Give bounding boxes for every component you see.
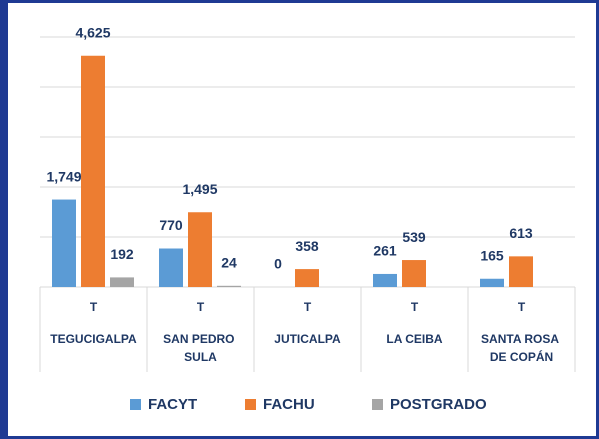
data-label: 539 bbox=[402, 229, 426, 245]
x-tick-label: LA CEIBA bbox=[386, 332, 443, 346]
data-label: 192 bbox=[110, 246, 134, 262]
category-header: T bbox=[197, 300, 205, 314]
category-header: T bbox=[411, 300, 419, 314]
legend-label: FACHU bbox=[263, 396, 315, 413]
data-label: 1,749 bbox=[46, 168, 81, 184]
bar bbox=[295, 269, 319, 287]
category-header: T bbox=[90, 300, 98, 314]
bar bbox=[81, 55, 105, 287]
bar bbox=[509, 256, 533, 287]
bar bbox=[373, 273, 397, 287]
bar bbox=[110, 277, 134, 287]
legend-swatch bbox=[130, 399, 141, 410]
x-tick-label: SAN PEDRO SULA bbox=[163, 332, 238, 364]
data-label: 261 bbox=[373, 243, 397, 259]
legend-label: FACYT bbox=[148, 396, 197, 413]
bar bbox=[159, 248, 183, 287]
data-label: 358 bbox=[295, 238, 319, 254]
legend-label: POSTGRADO bbox=[390, 396, 487, 413]
x-tick-label: TEGUCIGALPA bbox=[50, 332, 137, 346]
data-label: 165 bbox=[480, 247, 504, 263]
data-label: 24 bbox=[221, 255, 237, 271]
data-label: 770 bbox=[159, 217, 183, 233]
category-header: T bbox=[518, 300, 526, 314]
bar bbox=[52, 199, 76, 287]
category-header: T bbox=[304, 300, 312, 314]
frame-edge bbox=[0, 0, 8, 439]
bar bbox=[480, 278, 504, 287]
x-tick-label: SANTA ROSA DE COPÁN bbox=[481, 332, 562, 364]
data-label: 1,495 bbox=[182, 181, 217, 197]
legend-swatch bbox=[245, 399, 256, 410]
x-tick-label: JUTICALPA bbox=[274, 332, 341, 346]
legend-swatch bbox=[372, 399, 383, 410]
bar bbox=[402, 260, 426, 287]
bar bbox=[188, 212, 212, 287]
data-label: 0 bbox=[274, 256, 282, 272]
data-label: 4,625 bbox=[75, 24, 110, 40]
bar bbox=[217, 285, 241, 287]
data-label: 613 bbox=[509, 225, 533, 241]
